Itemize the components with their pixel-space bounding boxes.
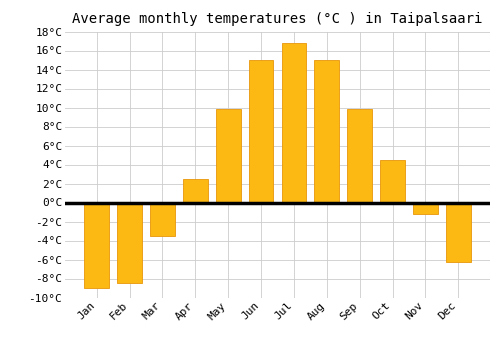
Bar <box>183 179 208 203</box>
Bar <box>150 203 174 236</box>
Bar <box>282 43 306 203</box>
Bar <box>348 110 372 203</box>
Bar <box>84 203 109 288</box>
Title: Average monthly temperatures (°C ) in Taipalsaari: Average monthly temperatures (°C ) in Ta… <box>72 12 482 26</box>
Bar <box>117 203 142 283</box>
Bar <box>314 60 339 203</box>
Bar <box>248 60 274 203</box>
Bar <box>413 203 438 214</box>
Bar <box>216 110 240 203</box>
Bar <box>446 203 470 262</box>
Bar <box>380 160 405 203</box>
